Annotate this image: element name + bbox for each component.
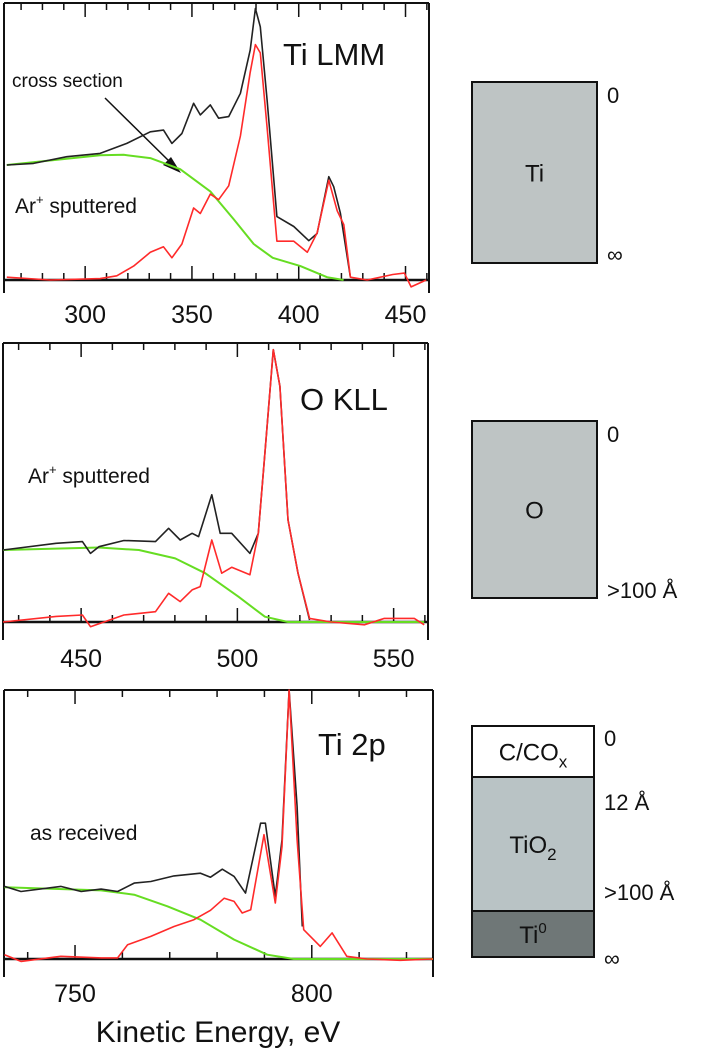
depth-diagram: C/COx TiO2 Ti0 0 12 Å >100 Å ∞ [471, 725, 675, 971]
x-tick-label: 300 [64, 301, 106, 329]
layer-rect [471, 776, 595, 912]
depth-label: 12 Å [604, 790, 650, 815]
x-tick-label: 500 [217, 645, 259, 673]
x-tick-label: 800 [291, 980, 333, 1008]
arrow-head-icon [163, 157, 181, 173]
panel-title: Ti 2p [318, 727, 386, 762]
depth-diagram: O 0 >100 Å [471, 420, 678, 603]
layer-rect [471, 725, 595, 778]
x-tick-label: 550 [373, 645, 415, 673]
layer-label: Ti0 [519, 920, 546, 949]
cross-section-line [6, 153, 344, 281]
arrow-shaft [104, 97, 173, 165]
depth-label: ∞ [607, 242, 623, 267]
depth-label: ∞ [604, 946, 620, 971]
background-subtracted-line [4, 689, 434, 963]
layer-rect [471, 420, 598, 599]
layer-label: Ti [525, 161, 544, 188]
depth-label: 0 [607, 422, 619, 447]
x-axis-title: Kinetic Energy, eV [96, 1016, 341, 1049]
panel-title: Ti LMM [283, 37, 385, 72]
depth-label: >100 Å [607, 578, 678, 603]
annotation-ar-sputtered: Ar+ sputtered [28, 462, 150, 488]
background-subtracted-line [2, 348, 425, 628]
x-tick-label: 400 [278, 301, 320, 329]
panel-title: O KLL [300, 382, 388, 417]
layer-label: TiO2 [509, 832, 556, 864]
depth-label: 0 [604, 726, 616, 751]
depth-label: 0 [607, 83, 619, 108]
panel-o-kll: O KLL Ar+ sputtered 450 500 550 [2, 342, 429, 673]
x-tick-label: 450 [385, 301, 427, 329]
layer-rect [471, 81, 598, 264]
cross-section-line [2, 546, 425, 623]
background-subtracted-line [6, 43, 427, 288]
layer-label: C/COx [499, 740, 568, 772]
annotation-cross-section: cross section [12, 71, 123, 92]
measured-spectrum-line [6, 7, 352, 278]
cross-section-line [4, 886, 433, 960]
x-tick-label: 350 [171, 301, 213, 329]
depth-diagram: Ti 0 ∞ [471, 81, 623, 267]
panel-ti-2p: Ti 2p as received Kinetic Energy, eV 750… [3, 689, 434, 1049]
layer-label: O [525, 498, 544, 525]
arrow-annotation [104, 97, 181, 173]
annotation-as-received: as received [30, 822, 137, 845]
x-tick-label: 750 [54, 980, 96, 1008]
layer-rect [471, 910, 595, 958]
x-tick-label: 450 [60, 645, 102, 673]
depth-label: >100 Å [604, 880, 675, 905]
panel-ti-lmm: Ti LMM cross section Ar+ sputtered 300 35… [3, 2, 430, 329]
measured-spectrum-line [4, 689, 304, 927]
annotation-ar-sputtered: Ar+ sputtered [15, 192, 137, 218]
